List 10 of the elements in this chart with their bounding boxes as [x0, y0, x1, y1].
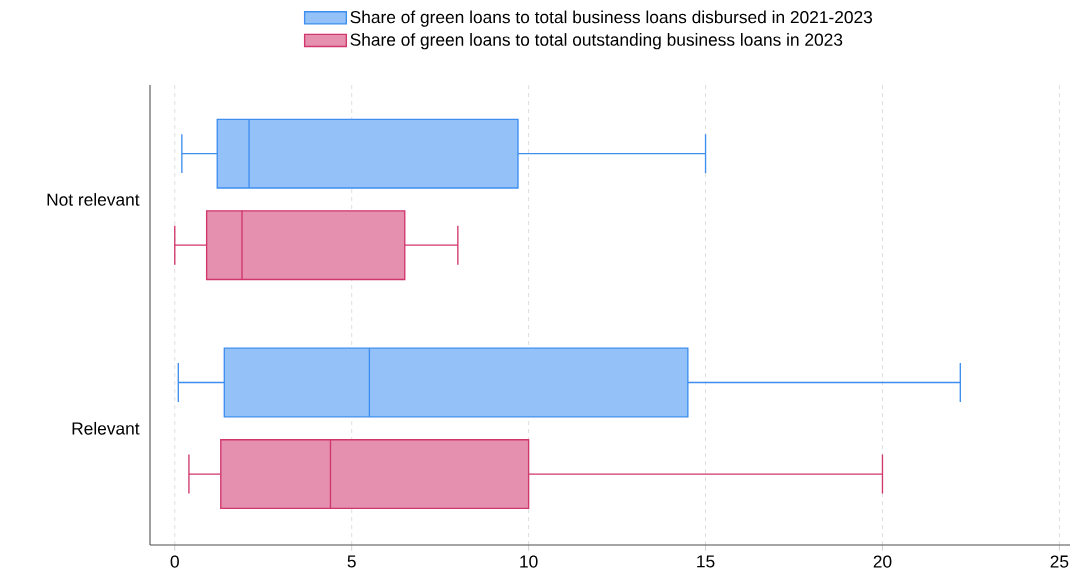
x-tick-label: 15 [697, 555, 715, 568]
x-tick-label: 10 [520, 555, 538, 568]
legend-label: Share of green loans to total outstanding business loans in 2023 [350, 33, 843, 50]
x-tick-label: 25 [1050, 555, 1069, 568]
x-tick-label: 5 [347, 555, 356, 568]
y-tick-label: Relevant [72, 421, 140, 435]
x-tick-label: 20 [873, 555, 892, 568]
x-tick-label: 0 [170, 555, 179, 568]
legend-label: Share of green loans to total business loans disbursed in 2021-2023 [350, 10, 873, 27]
y-tick-label: Not relevant [47, 193, 140, 206]
